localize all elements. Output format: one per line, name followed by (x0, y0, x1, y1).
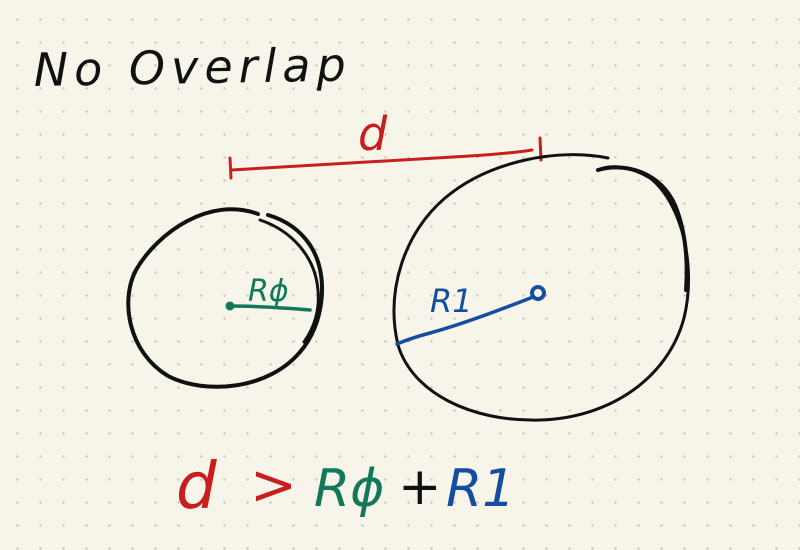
formula-plus: + (398, 457, 442, 517)
circle-r0-overdraw (258, 218, 320, 344)
inequality-formula: d > Rϕ + R1 (176, 450, 515, 524)
formula-lhs: d (176, 450, 217, 524)
circle-r1-overdraw (596, 165, 689, 292)
circle-r0-outline (126, 207, 325, 389)
diagram-title: No Overlap (33, 37, 352, 97)
circle-r1: R1 (392, 153, 690, 422)
formula-term-2: R1 (446, 459, 515, 519)
distance-line (229, 148, 534, 172)
distance-label: d (358, 107, 388, 161)
distance-tick-left (228, 156, 233, 180)
formula-operator: > (250, 453, 297, 518)
circle-r0-label: Rϕ (248, 274, 289, 309)
circle-r0-radius-line (228, 304, 312, 312)
circle-r1-outline (392, 153, 690, 422)
circle-r1-label: R1 (430, 282, 473, 320)
distance-marker: d (228, 107, 543, 180)
circle-r1-center-dot (530, 285, 546, 301)
circle-r1-radius-line (395, 295, 535, 346)
circle-r0: Rϕ (126, 207, 325, 389)
formula-term-1: Rϕ (314, 459, 384, 519)
